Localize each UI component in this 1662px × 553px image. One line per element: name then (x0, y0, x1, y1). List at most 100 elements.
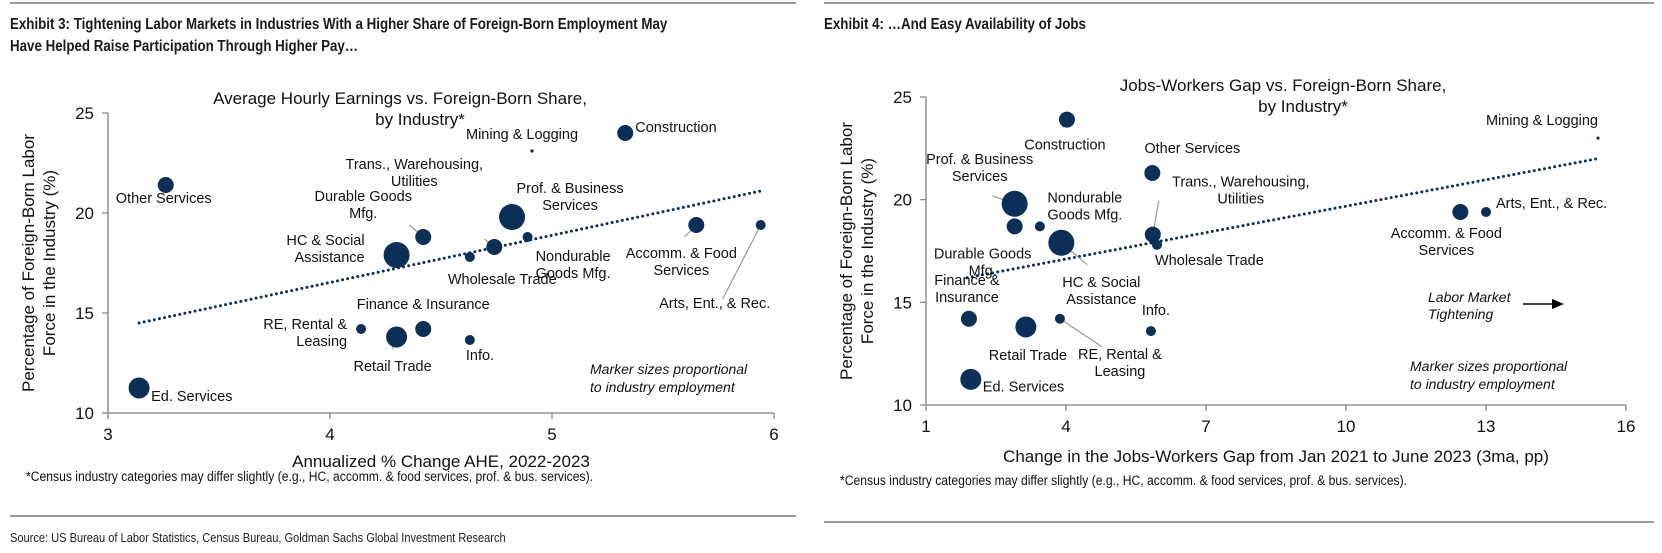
chart2-x-tick-label: 4 (1061, 417, 1070, 436)
chart2-marker-point (1006, 218, 1023, 235)
chart2-marker-point (1015, 316, 1037, 338)
chart1-point-label: Mfg. (349, 206, 377, 222)
top-rule-right (824, 2, 1654, 4)
chart1-point-label: Leasing (296, 334, 347, 350)
chart2-marker-point (1054, 313, 1065, 324)
chart1-marker-point (530, 149, 534, 153)
chart2-y-tick-label: 20 (893, 191, 912, 210)
chart2-marker-point (1481, 206, 1491, 217)
chart2-x-tick-label: 7 (1201, 417, 1210, 436)
chart1-point-label: Services (542, 198, 598, 214)
chart2-title-line: by Industry* (1258, 97, 1348, 116)
chart2-point-label: Prof. & Business (926, 152, 1033, 168)
chart2-point-label: Construction (1024, 138, 1105, 154)
chart2-point-label: Leasing (1095, 364, 1146, 380)
chart2-point-label: Mining & Logging (1486, 113, 1598, 129)
chart2-x-tick-label: 16 (1617, 417, 1636, 436)
chart1-point-label: Arts, Ent., & Rec. (659, 296, 770, 312)
chart1-y-axis-label-line: Force in the Industry (%) (40, 170, 59, 356)
chart1-point-label: Ed. Services (151, 389, 232, 405)
chart1-point-label: Utilities (391, 174, 438, 190)
chart2-marker-point (1152, 239, 1162, 250)
chart1-point-label: Prof. & Business (516, 181, 623, 197)
chart1-point-label: Other Services (116, 191, 212, 207)
chart2-point-label: Other Services (1144, 141, 1240, 157)
chart2-point-label: Services (1419, 243, 1475, 259)
chart2-y-axis-label-line: Percentage of Foreign-Born Labor (837, 122, 856, 380)
chart1-marker-point (128, 377, 150, 399)
top-rule-left (10, 2, 796, 4)
chart2-point-label: Accomm. & Food (1391, 226, 1502, 242)
chart1-title-line: by Industry* (375, 110, 465, 129)
chart2-point-label: Trans., Warehousing, (1172, 175, 1310, 191)
exhibit3-title-line2: Have Helped Raise Participation Through … (10, 38, 359, 55)
chart2-marker-point (1058, 111, 1075, 128)
chart1-y-tick-label: 10 (75, 404, 94, 423)
chart2-marker-point (1144, 164, 1161, 181)
chart2-x-tick-label: 10 (1337, 417, 1356, 436)
chart2-marker-point (1145, 326, 1156, 337)
chart1-title-line: Average Hourly Earnings vs. Foreign-Born… (213, 89, 587, 108)
chart2-tightening-note: Labor Market (1428, 289, 1512, 305)
exhibit3-title-line1: Exhibit 3: Tightening Labor Markets in I… (10, 16, 668, 33)
chart2-title-line: Jobs-Workers Gap vs. Foreign-Born Share, (1120, 76, 1447, 95)
chart1-point-label: Wholesale Trade (448, 272, 557, 288)
arrow-right-icon (1552, 299, 1564, 309)
bottom-rule-left (10, 515, 796, 517)
chart2-point-label: Insurance (935, 290, 999, 306)
chart-earnings-vs-foreign-born: 10 15 20 25 3 4 5 6 Average Hourly Earnings vs. … (19, 89, 779, 471)
chart1-x-tick-label: 3 (103, 425, 112, 444)
chart1-point-label: Info. (466, 348, 494, 364)
chart1-marker-point (464, 335, 475, 345)
chart2-point-label: Wholesale Trade (1155, 253, 1264, 269)
chart1-y-tick-label: 15 (75, 304, 94, 323)
chart1-point-label: Retail Trade (354, 359, 432, 375)
chart1-marker-size-note: to industry employment (590, 379, 736, 395)
chart1-marker-point (464, 252, 475, 262)
chart2-trendline (965, 157, 1600, 280)
chart2-marker-point (1001, 190, 1028, 217)
chart2-point-label: Finance & (934, 273, 1000, 289)
chart1-point-label: HC & Social (286, 233, 364, 249)
chart2-point-label: HC & Social (1062, 275, 1140, 291)
chart2-point-label: Goods Mfg. (1047, 207, 1122, 223)
chart1-x-tick-label: 4 (325, 425, 334, 444)
chart1-marker-point (157, 177, 174, 193)
chart1-marker-point (755, 220, 766, 230)
chart2-y-tick-label: 10 (893, 396, 912, 415)
chart1-marker-point (415, 229, 432, 245)
chart2-tightening-note: Tightening (1428, 306, 1493, 322)
chart1-point-label: Accomm. & Food (626, 246, 737, 262)
chart1-marker-point (617, 125, 634, 141)
chart2-marker-point (960, 368, 982, 390)
source-note: Source: US Bureau of Labor Statistics, C… (10, 530, 506, 545)
chart1-marker-point (383, 242, 410, 268)
chart2-marker-point (1144, 226, 1161, 243)
chart1-x-tick-label: 5 (547, 425, 556, 444)
chart2-y-tick-label: 25 (893, 88, 912, 107)
chart2-point-label: Durable Goods (934, 246, 1032, 262)
chart2-marker-size-note: to industry employment (1410, 376, 1556, 392)
exhibit4-title: Exhibit 4: …And Easy Availability of Job… (824, 16, 1086, 33)
chart2-marker-size-note: Marker sizes proportional (1410, 358, 1568, 374)
chart2-point-label: Services (952, 169, 1008, 185)
chart2-point-label: Mfg. (969, 263, 997, 279)
bottom-rule-right (824, 521, 1654, 523)
chart2-point-label: Utilities (1217, 192, 1264, 208)
exhibit4-footnote: *Census industry categories may differ s… (840, 473, 1407, 488)
chart1-point-label: Services (653, 263, 709, 279)
chart2-point-label: Ed. Services (983, 379, 1064, 395)
chart2-x-tick-label: 13 (1477, 417, 1496, 436)
exhibit3-footnote: *Census industry categories may differ s… (26, 469, 593, 484)
chart1-marker-point (499, 204, 526, 230)
chart2-point-label: Info. (1142, 303, 1170, 319)
chart2-point-label: Retail Trade (989, 348, 1067, 364)
chart2-marker-point (1596, 136, 1600, 140)
chart1-y-tick-label: 25 (75, 104, 94, 123)
chart1-point-label: RE, Rental & (263, 317, 347, 333)
chart2-y-axis-label-line: Force in the Industry (%) (858, 158, 877, 344)
chart1-marker-size-note: Marker sizes proportional (590, 361, 748, 377)
chart1-marker-point (415, 321, 432, 337)
chart2-point-label: Arts, Ent., & Rec. (1496, 196, 1607, 212)
